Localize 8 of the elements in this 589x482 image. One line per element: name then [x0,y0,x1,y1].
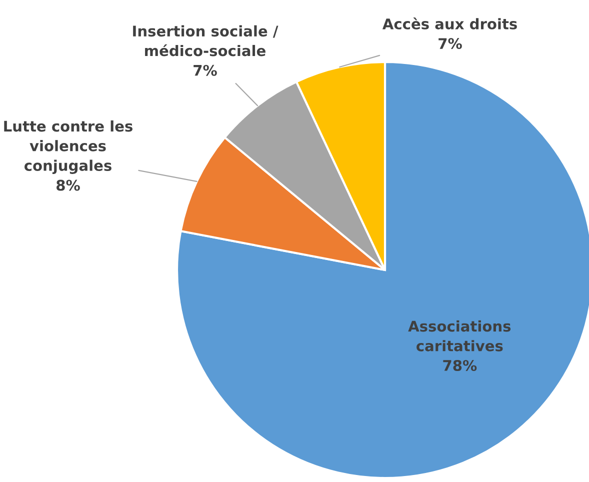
slice-label: Lutte contre les violences conjugales [4,120,132,174]
slice-label: Insertion sociale / médico-sociale [133,25,278,56]
data-label: 78% [443,360,477,372]
data-label: 7% [194,64,217,76]
data-label: 7% [438,38,462,50]
slice-label: Accès aux droits [382,18,517,30]
data-label: 8% [56,180,80,191]
slice-label: Associations caritatives [408,320,511,352]
